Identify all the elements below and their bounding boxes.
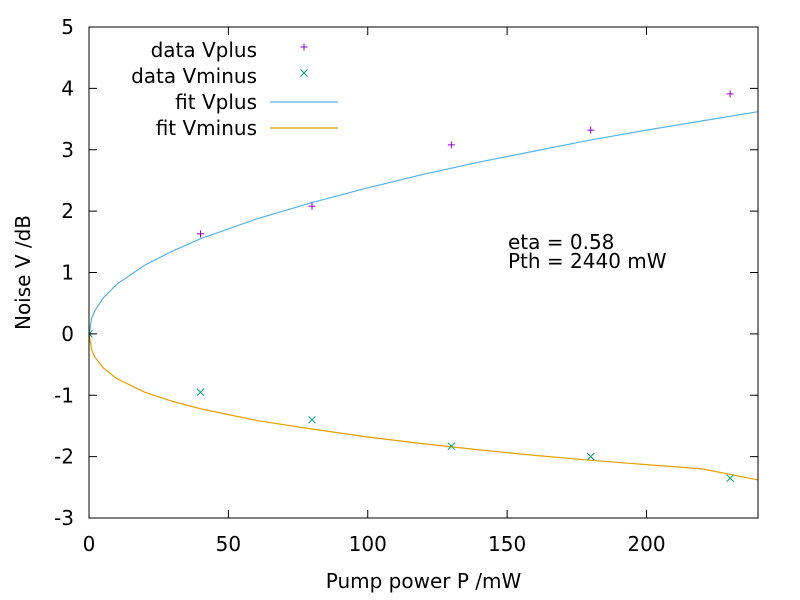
point-data-vminus — [196, 388, 205, 397]
plot-layer — [89, 90, 758, 482]
y-tick-label: 2 — [61, 199, 74, 223]
point-data-vminus — [586, 452, 595, 461]
x-axis-label: Pump power P /mW — [326, 569, 522, 593]
annotation-eta: eta = 0.58 — [508, 230, 614, 254]
point-data-vminus-d1 — [89, 333, 93, 338]
legend-label-fit-vplus: fit Vplus — [175, 90, 257, 114]
y-tick-label: 4 — [61, 76, 74, 100]
y-tick-label: 0 — [61, 322, 74, 346]
tick-layer: 0 50 100 150 200 -3 -2 -1 0 1 2 3 4 5 — [54, 15, 758, 556]
point-data-vminus — [726, 474, 734, 482]
point-data-vminus — [447, 442, 456, 451]
legend-swatch-data-vplus — [300, 43, 308, 51]
point-data-vminus-d2 — [586, 452, 595, 461]
point-data-vplus — [308, 202, 316, 210]
y-tick-label: 5 — [61, 15, 74, 39]
legend-label-data-vminus: data Vminus — [131, 64, 257, 88]
point-data-vminus-d2 — [308, 415, 316, 424]
legend-swatch-data-vminus-d2 — [300, 69, 308, 77]
legend-swatch-data-vminus — [300, 69, 308, 77]
y-tick-label: 3 — [61, 138, 74, 162]
x-tick-label: 0 — [83, 532, 96, 556]
x-tick-label: 50 — [216, 532, 241, 556]
point-data-vminus-d2 — [196, 388, 205, 397]
legend-label-data-vplus: data Vplus — [151, 38, 257, 62]
point-data-vplus — [587, 126, 595, 134]
point-data-vplus — [197, 230, 204, 238]
point-data-vminus — [89, 330, 93, 338]
y-axis-label: Noise V /dB — [11, 215, 35, 330]
y-tick-label: -2 — [54, 445, 74, 469]
series-line-fit-vminus — [89, 333, 758, 481]
y-tick-label: 1 — [61, 261, 74, 285]
point-data-vminus — [308, 415, 316, 424]
x-tick-label: 150 — [488, 532, 526, 556]
series-line-fit-vplus — [89, 111, 758, 334]
point-data-vplus — [447, 141, 455, 149]
y-tick-label: -3 — [54, 506, 74, 530]
point-data-vminus-d2 — [447, 442, 456, 451]
point-data-vplus — [726, 90, 734, 98]
legend-label-fit-vminus: fit Vminus — [156, 116, 257, 140]
x-tick-label: 200 — [627, 532, 665, 556]
annotation-pth: Pth = 2440 mW — [508, 249, 667, 273]
point-data-vminus-d2 — [89, 330, 93, 335]
y-tick-label: -1 — [54, 383, 74, 407]
point-data-vminus-d2 — [726, 474, 734, 482]
x-tick-label: 100 — [349, 532, 387, 556]
